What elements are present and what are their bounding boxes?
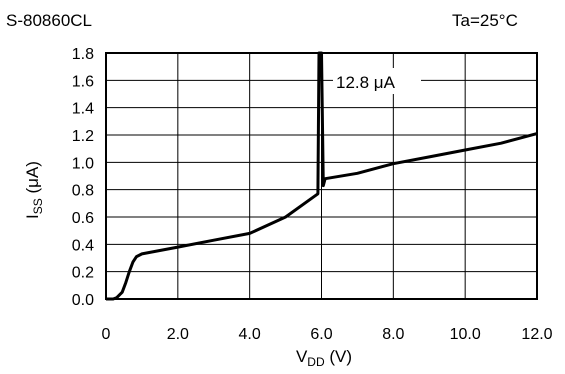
series-line xyxy=(106,51,538,301)
y-tick-label: 1.6 xyxy=(72,73,94,90)
x-tick-label: 10.0 xyxy=(450,326,481,343)
chart-title: S-80860CL xyxy=(6,11,92,30)
x-tick-label: 8.0 xyxy=(382,326,404,343)
y-tick-label: 1.4 xyxy=(72,101,94,118)
x-tick-label: 4.0 xyxy=(239,326,261,343)
y-tick-label: 0.0 xyxy=(72,292,94,309)
y-tick-label: 0.8 xyxy=(72,183,94,200)
plot-frame xyxy=(105,52,538,300)
condition-label: Ta=25°C xyxy=(452,11,518,30)
y-axis-label: ISS (μA) xyxy=(23,161,45,219)
y-tick-label: 0.4 xyxy=(72,237,94,254)
x-axis-label: VDD (V) xyxy=(296,347,352,369)
y-tick-label: 1.8 xyxy=(72,46,94,63)
x-tick-label: 12.0 xyxy=(521,326,552,343)
y-tick-label: 1.2 xyxy=(72,128,94,145)
peak-annotation: 12.8 μA xyxy=(336,73,396,92)
annotation-background xyxy=(333,68,421,94)
x-tick-label: 2.0 xyxy=(167,326,189,343)
tick-labels: 0 2.0 4.0 6.0 8.0 10.0 12.0 0.0 0.2 0.4 0.6 0.8 1.0 1… xyxy=(72,46,553,343)
y-tick-label: 0.6 xyxy=(72,210,94,227)
y-tick-label: 0.2 xyxy=(72,265,94,282)
x-tick-label: 6.0 xyxy=(310,326,332,343)
y-tick-label: 1.0 xyxy=(72,155,94,172)
x-tick-label: 0 xyxy=(102,326,111,343)
